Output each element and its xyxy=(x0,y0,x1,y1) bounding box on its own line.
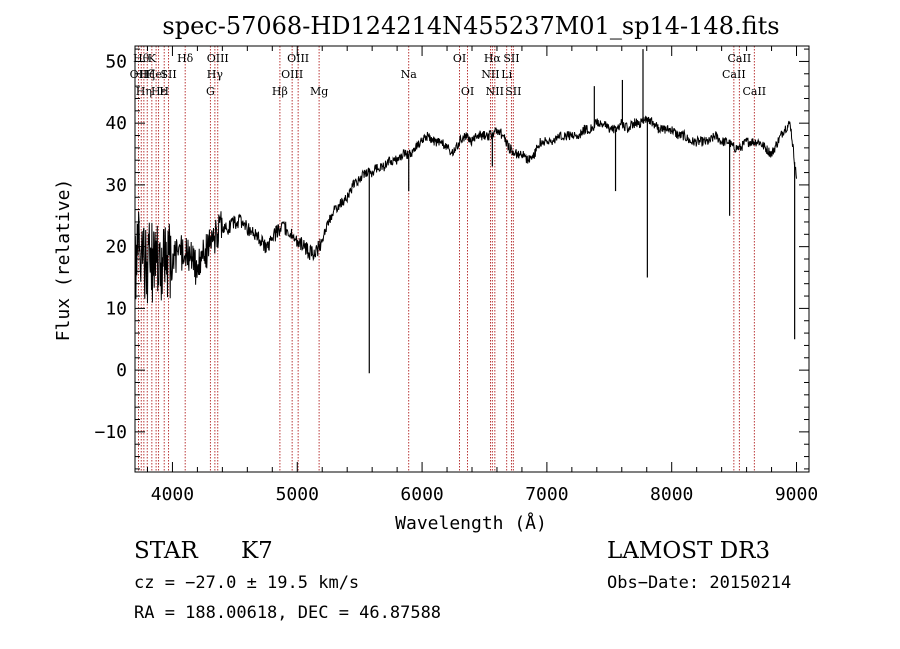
y-tick-label: 20 xyxy=(105,237,127,258)
y-tick-label: 0 xyxy=(116,360,127,381)
line-label: OIII xyxy=(207,52,229,65)
line-label: Hη xyxy=(136,85,152,98)
line-label: Li xyxy=(501,68,512,81)
x-tick-label: 6000 xyxy=(400,484,443,505)
coordinates-line: RA = 188.00618, DEC = 46.87588 xyxy=(134,603,442,623)
object-subclass: K7 xyxy=(241,538,273,564)
line-label: OII xyxy=(130,68,148,81)
line-label: Hγ xyxy=(207,68,224,81)
x-tick-label: 5000 xyxy=(276,484,319,505)
line-label: Hα xyxy=(484,52,502,65)
line-label: CaII xyxy=(742,85,766,98)
line-label: OI xyxy=(461,85,474,98)
line-label: Hδ xyxy=(177,52,194,65)
object-class: STAR xyxy=(134,538,198,564)
line-label: SII xyxy=(160,68,176,81)
line-label: NII xyxy=(486,85,504,98)
line-label: OIII xyxy=(281,68,303,81)
y-tick-label: 50 xyxy=(105,51,127,72)
y-tick-label: 40 xyxy=(105,113,127,134)
x-axis-label: Wavelength (Å) xyxy=(395,512,547,534)
y-axis: −10 0 10 20 30 40 50 xyxy=(94,48,809,470)
line-label: OI xyxy=(453,52,466,65)
x-tick-label: 7000 xyxy=(525,484,568,505)
line-label: Hζ xyxy=(139,68,155,81)
series-spectrum xyxy=(134,115,797,304)
line-label: H xyxy=(159,85,169,98)
line-label: K xyxy=(148,52,157,65)
chart-title: spec-57068-HD124214N455237M01_sp14-148.f… xyxy=(162,12,779,40)
y-tick-label: −10 xyxy=(94,422,127,443)
obs-date: Obs−Date: 20150214 xyxy=(607,573,792,593)
line-label: CaII xyxy=(728,52,752,65)
x-tick-label: 9000 xyxy=(775,484,818,505)
line-label: NII xyxy=(481,68,499,81)
redshift-line: cz = −27.0 ± 19.5 km/s xyxy=(134,573,360,593)
line-label: OIII xyxy=(287,52,309,65)
line-label: Na xyxy=(401,68,418,81)
y-tick-label: 10 xyxy=(105,298,127,319)
emission-line-labels: OIIHθHηHζKHeIHεHSIIHδGHγOIIIHβOIIIOIIIMg… xyxy=(130,52,767,98)
line-label: Mg xyxy=(310,85,328,98)
line-label: Hε xyxy=(151,85,167,98)
x-tick-label: 4000 xyxy=(151,484,194,505)
line-label: G xyxy=(206,85,215,98)
line-label: SII xyxy=(505,85,521,98)
y-axis-label: Flux (relative) xyxy=(53,179,74,342)
line-label: HeI xyxy=(146,68,166,81)
x-tick-label: 8000 xyxy=(650,484,693,505)
line-label: SII xyxy=(503,52,519,65)
survey-name: LAMOST DR3 xyxy=(607,538,771,564)
x-axis: 4000 5000 6000 7000 8000 9000 xyxy=(146,46,818,505)
line-label: CaII xyxy=(722,68,746,81)
series-group xyxy=(134,49,797,374)
line-label: Hβ xyxy=(272,85,288,98)
y-tick-label: 30 xyxy=(105,175,127,196)
